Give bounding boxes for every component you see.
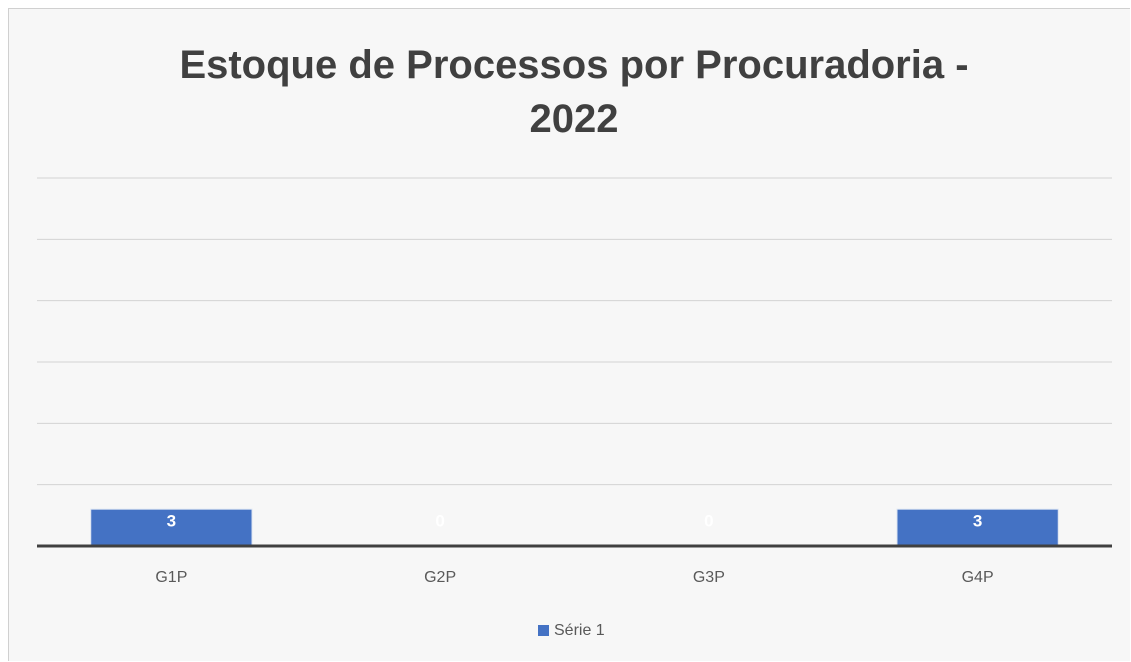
x-tick-label: G4P [962, 569, 994, 586]
legend-swatch [538, 625, 549, 636]
data-label: 3 [973, 511, 982, 530]
x-tick-label: G2P [424, 569, 456, 586]
legend-label: Série 1 [554, 622, 605, 639]
chart-area [8, 8, 1130, 661]
x-tick-label: G3P [693, 569, 725, 586]
data-label: 0 [704, 511, 713, 530]
data-label: 3 [167, 511, 176, 530]
bar [90, 508, 253, 547]
data-label: 0 [435, 511, 444, 530]
chart-title: Estoque de Processos por Procuradoria - … [179, 43, 969, 141]
x-tick-label: G1P [155, 569, 187, 586]
